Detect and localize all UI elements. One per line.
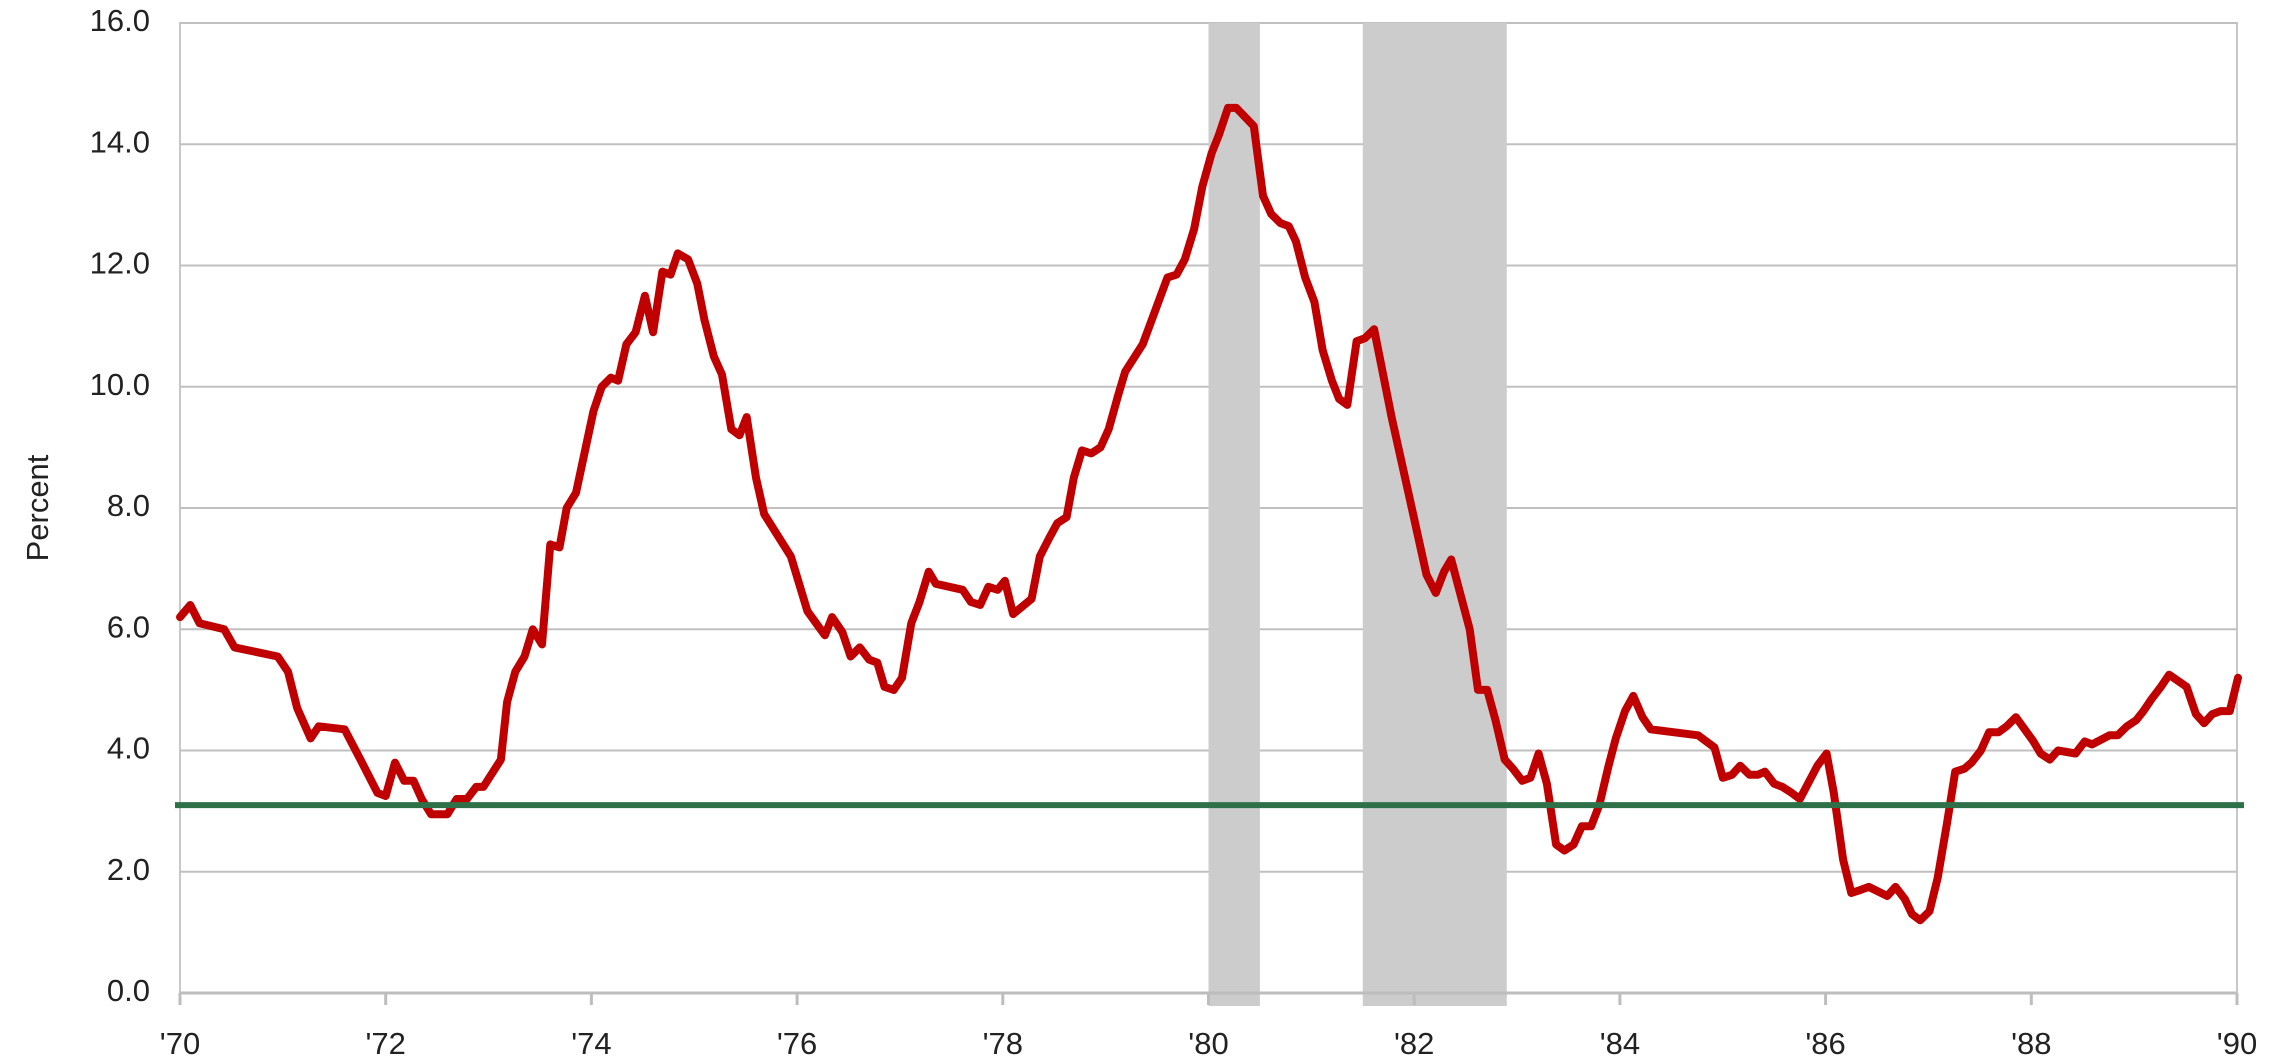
- data-line: [176, 103, 2242, 925]
- x-tick-label: '84: [1600, 1026, 1640, 1061]
- x-tick-label: '82: [1394, 1026, 1434, 1061]
- x-tick-label: '88: [2011, 1026, 2051, 1061]
- recession-band: [1362, 23, 1507, 1006]
- x-tick-label: '74: [571, 1026, 611, 1061]
- x-tick-label: '90: [2217, 1026, 2257, 1061]
- y-tick-label: 16.0: [90, 3, 150, 38]
- y-tick-label: 6.0: [107, 609, 150, 644]
- y-tick-label: 8.0: [107, 488, 150, 523]
- y-tick-label: 12.0: [90, 246, 150, 281]
- x-tick-label: '78: [983, 1026, 1023, 1061]
- recession-band: [1208, 23, 1260, 1006]
- y-tick-label: 14.0: [90, 124, 150, 159]
- y-tick-label: 0.0: [107, 973, 150, 1008]
- y-tick-label: 2.0: [107, 852, 150, 887]
- x-tick-label: '76: [777, 1026, 817, 1061]
- y-tick-label: 4.0: [107, 731, 150, 766]
- x-tick-label: '70: [160, 1026, 200, 1061]
- x-tick-label: '86: [1805, 1026, 1845, 1061]
- y-tick-label: 10.0: [90, 367, 150, 402]
- x-tick-label: '80: [1188, 1026, 1228, 1061]
- x-tick-label: '72: [365, 1026, 405, 1061]
- y-axis-label: Percent: [20, 454, 55, 561]
